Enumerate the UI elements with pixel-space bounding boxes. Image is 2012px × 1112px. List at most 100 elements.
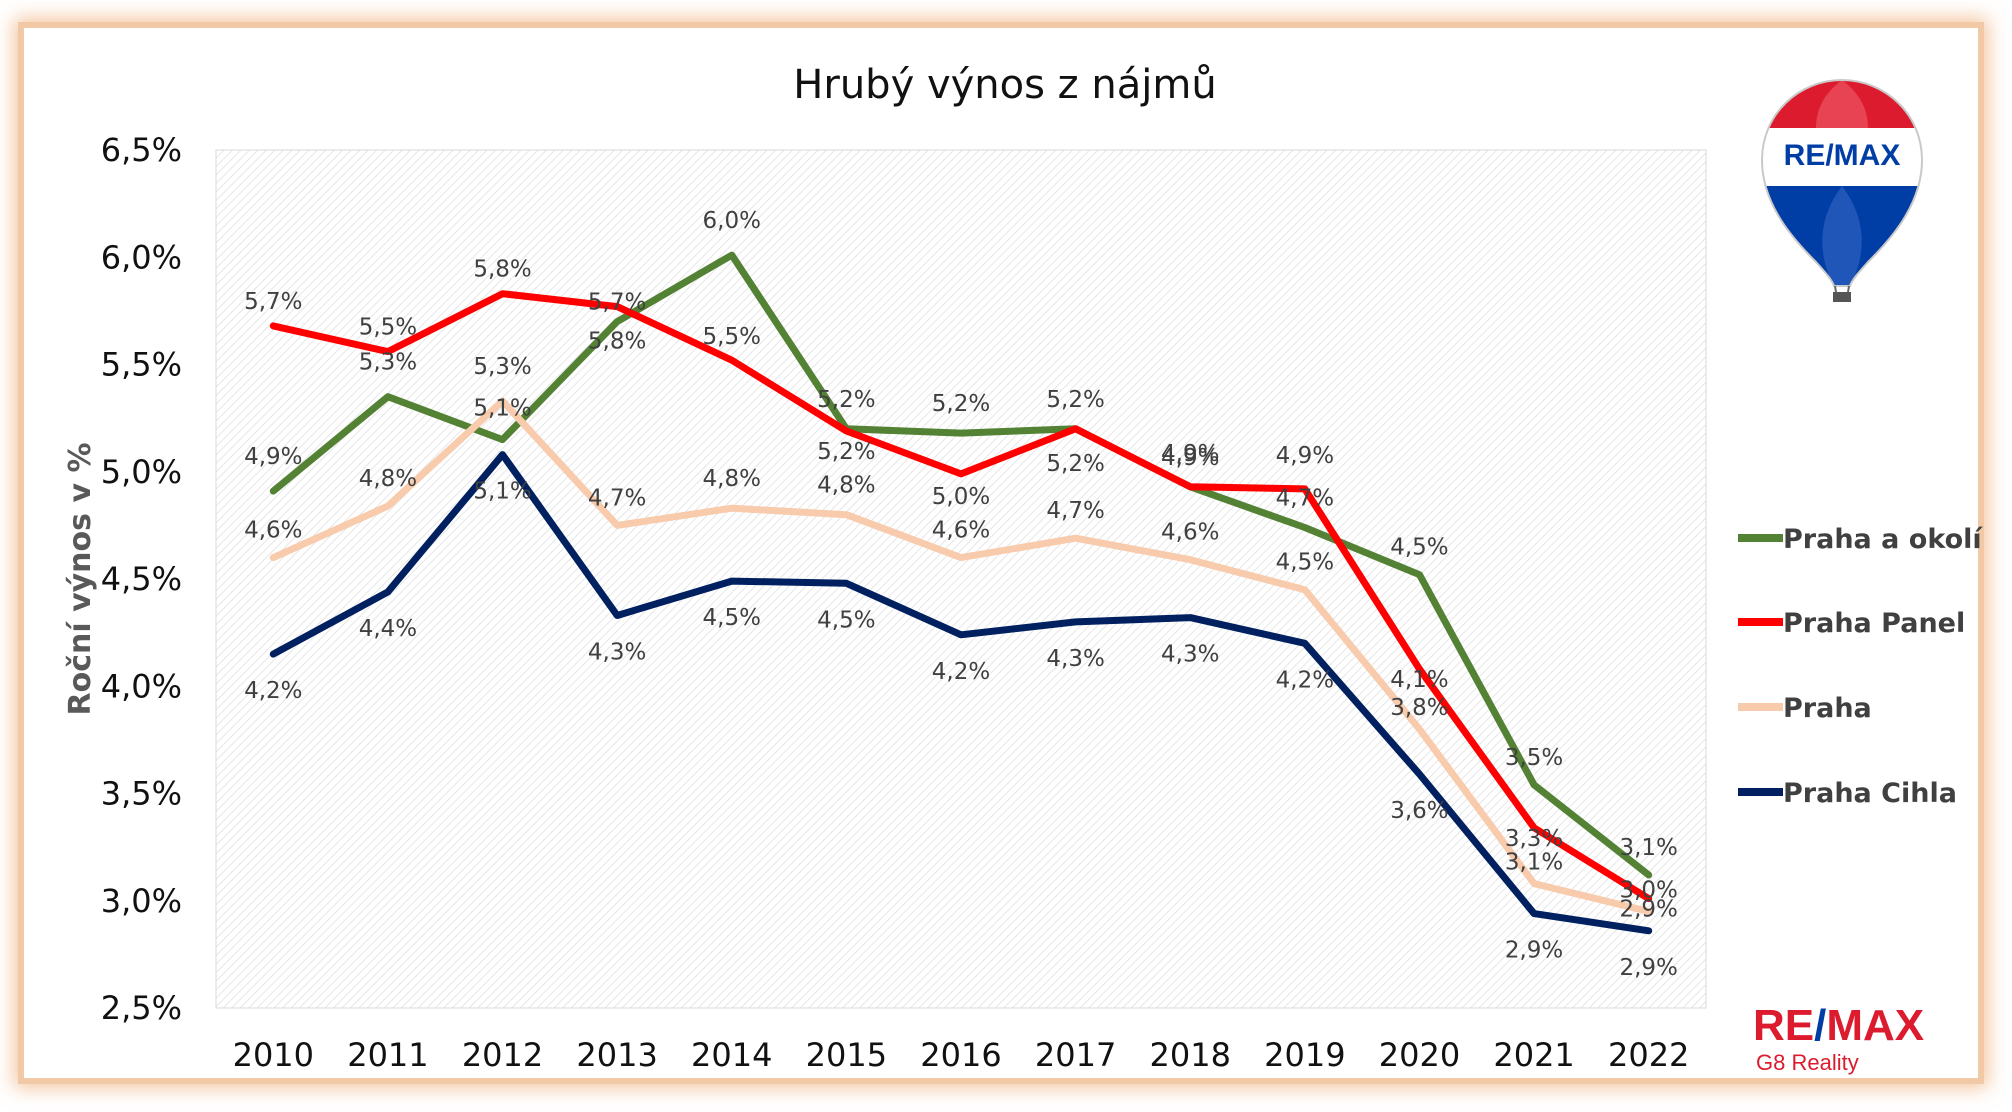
data-label: 4,3% [1046, 646, 1104, 672]
data-label: 5,2% [817, 439, 875, 465]
data-label: 4,9% [1161, 441, 1219, 467]
data-label: 4,9% [1161, 445, 1219, 471]
data-label: 5,8% [473, 257, 531, 283]
legend-item-praha-cihla: Praha Cihla [1738, 778, 1957, 809]
brand-wordmark: RE/MAX [1753, 1001, 1924, 1050]
data-label: 5,5% [703, 324, 761, 350]
y-tick-label: 4,5% [101, 560, 182, 598]
legend-label: Praha Cihla [1783, 778, 1957, 809]
y-tick-label: 5,5% [101, 346, 182, 384]
y-tick-label: 6,0% [101, 238, 182, 276]
data-label: 5,7% [588, 290, 646, 316]
data-label: 4,2% [244, 678, 302, 704]
y-tick-label: 3,0% [101, 882, 182, 920]
data-label: 2,9% [1619, 897, 1677, 923]
data-label: 5,1% [473, 396, 531, 422]
data-label: 2,9% [1619, 955, 1677, 981]
data-label: 4,5% [1390, 535, 1448, 561]
plot-area [215, 149, 1707, 1009]
data-label: 4,9% [244, 444, 302, 470]
data-label: 5,2% [1046, 451, 1104, 477]
remax-wordmark: RE/MAX G8 Reality [1753, 1001, 1924, 1075]
series-line-praha-panel [269, 290, 1653, 903]
data-label: 3,3% [1505, 826, 1563, 852]
data-label: 4,8% [817, 473, 875, 499]
data-label: 4,1% [1390, 667, 1448, 693]
x-tick-label: 2018 [1150, 1036, 1231, 1074]
data-label: 5,7% [244, 289, 302, 315]
data-label: 4,3% [588, 639, 646, 665]
data-label: 4,7% [588, 485, 646, 511]
x-tick-label: 2017 [1035, 1036, 1116, 1074]
legend-item-praha-a-okoli: Praha a okolí [1738, 524, 1983, 555]
x-tick-label: 2015 [806, 1036, 887, 1074]
y-tick-label: 6,5% [101, 131, 182, 169]
data-label: 4,5% [817, 607, 875, 633]
data-label: 5,2% [1046, 387, 1104, 413]
y-tick-label: 2,5% [101, 989, 182, 1027]
data-label: 4,2% [932, 659, 990, 685]
x-axis: 2010 2011 2012 2013 2014 2015 2016 2017 2018 2019… [233, 1036, 1690, 1074]
data-label: 3,1% [1619, 835, 1677, 861]
data-label: 4,7% [1046, 498, 1104, 524]
y-tick-label: 4,0% [101, 667, 182, 705]
data-label: 5,1% [473, 479, 531, 505]
legend: Praha a okolí Praha Panel Praha Praha Ci… [1738, 524, 1983, 809]
x-tick-label: 2020 [1379, 1036, 1460, 1074]
legend-label: Praha Panel [1783, 608, 1965, 639]
x-tick-label: 2016 [920, 1036, 1001, 1074]
y-axis-label: Roční výnos v % [63, 442, 98, 715]
y-tick-label: 3,5% [101, 775, 182, 813]
x-tick-label: 2019 [1264, 1036, 1345, 1074]
series-line-praha-a-okoli [269, 251, 1653, 879]
x-tick-label: 2010 [233, 1036, 314, 1074]
remax-balloon-icon: RE/MAX [1760, 78, 1924, 302]
x-tick-label: 2011 [347, 1036, 428, 1074]
x-tick-label: 2013 [576, 1036, 657, 1074]
data-label: 5,0% [932, 484, 990, 510]
y-axis: 2,5% 3,0% 3,5% 4,0% 4,5% 5,0% 5,5% 6,0% 6,5% [101, 131, 182, 1027]
series-line-praha-cihla [269, 451, 1653, 935]
data-label: 3,6% [1390, 798, 1448, 824]
data-labels: 4,9% 5,3% 5,1% 5,7% 6,0% 5,2% 5,2% 5,2% 4,9% 4,7%… [244, 208, 1678, 981]
x-tick-label: 2012 [462, 1036, 543, 1074]
data-label: 4,6% [1161, 520, 1219, 546]
data-label: 4,4% [359, 616, 417, 642]
data-label: 4,5% [1276, 550, 1334, 576]
data-label: 4,6% [244, 518, 302, 544]
data-label: 2,9% [1505, 938, 1563, 964]
data-label: 5,2% [817, 387, 875, 413]
legend-item-praha-panel: Praha Panel [1738, 608, 1965, 639]
legend-label: Praha a okolí [1783, 524, 1983, 555]
data-label: 4,3% [1161, 642, 1219, 668]
data-label: 3,8% [1390, 695, 1448, 721]
data-label: 5,5% [359, 315, 417, 341]
legend-item-praha: Praha [1738, 693, 1872, 724]
data-label: 5,3% [473, 354, 531, 380]
data-label: 4,5% [703, 605, 761, 631]
brand-subtitle: G8 Reality [1756, 1050, 1859, 1075]
x-tick-label: 2022 [1608, 1036, 1689, 1074]
series-line-praha [269, 397, 1653, 915]
data-label: 4,2% [1276, 667, 1334, 693]
data-label: 5,2% [932, 391, 990, 417]
balloon-brand-text: RE/MAX [1784, 139, 1901, 172]
data-label: 6,0% [703, 208, 761, 234]
data-label: 5,8% [588, 329, 646, 355]
x-tick-label: 2014 [691, 1036, 772, 1074]
data-label: 4,6% [932, 518, 990, 544]
series-lines [269, 251, 1653, 935]
x-tick-label: 2021 [1493, 1036, 1574, 1074]
data-label: 4,8% [703, 466, 761, 492]
data-label: 4,9% [1276, 443, 1334, 469]
y-tick-label: 5,0% [101, 453, 182, 491]
data-label: 3,0% [1619, 877, 1677, 903]
data-label: 5,3% [359, 350, 417, 376]
data-label: 4,7% [1276, 486, 1334, 512]
legend-label: Praha [1783, 693, 1872, 724]
data-label: 3,1% [1505, 850, 1563, 876]
data-label: 3,5% [1505, 745, 1563, 771]
chart-title: Hrubý výnos z nájmů [793, 62, 1216, 108]
data-label: 4,8% [359, 466, 417, 492]
